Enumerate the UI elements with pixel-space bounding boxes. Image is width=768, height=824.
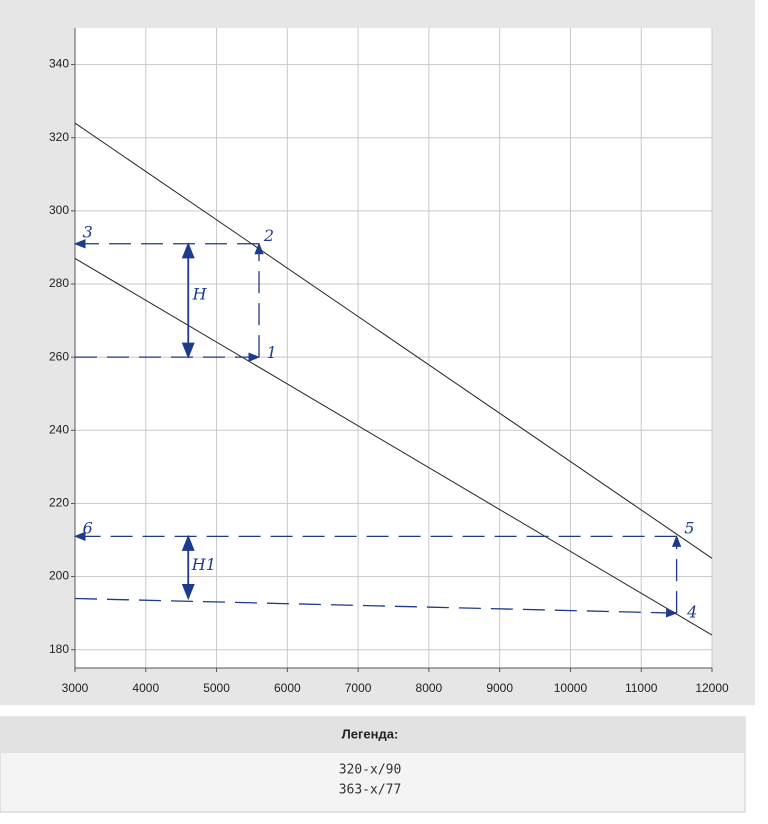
y-tick-label: 220 [49,496,69,510]
annotation: 4 [686,603,697,622]
annotation: H1 [191,555,216,574]
series-line [74,257,713,636]
annotation: 5 [684,519,694,538]
annotation: 1 [267,343,277,362]
x-tick-label: 10000 [554,681,588,695]
x-tick-label: 4000 [132,681,159,695]
y-tick-label: 320 [49,130,69,144]
annotation: 3 [83,222,93,241]
y-tick-label: 180 [49,642,69,656]
y-tick-label: 260 [49,349,69,363]
legend-entry: 363-x/77 [339,783,402,798]
x-tick-label: 3000 [62,681,89,695]
x-tick-label: 9000 [486,681,513,695]
plot-area [75,28,712,668]
x-tick-label: 12000 [695,681,729,695]
y-tick-label: 280 [49,276,69,290]
legend-title: Легенда: [342,726,399,741]
x-tick-label: 7000 [345,681,372,695]
legend-entry: 320-x/90 [339,763,402,778]
x-tick-label: 6000 [274,681,301,695]
y-tick-label: 240 [49,422,69,436]
legend-header [0,717,745,753]
series-line [74,122,713,559]
annotation: 2 [263,226,274,245]
x-tick-label: 11000 [625,681,658,695]
x-tick-label: 8000 [416,681,443,695]
x-tick-label: 5000 [203,681,230,695]
y-tick-label: 200 [49,569,69,583]
annotation: H [192,284,208,303]
y-tick-label: 340 [49,57,69,71]
y-tick-label: 300 [49,203,69,217]
guide-line [74,597,678,618]
annotation: 6 [83,519,93,538]
